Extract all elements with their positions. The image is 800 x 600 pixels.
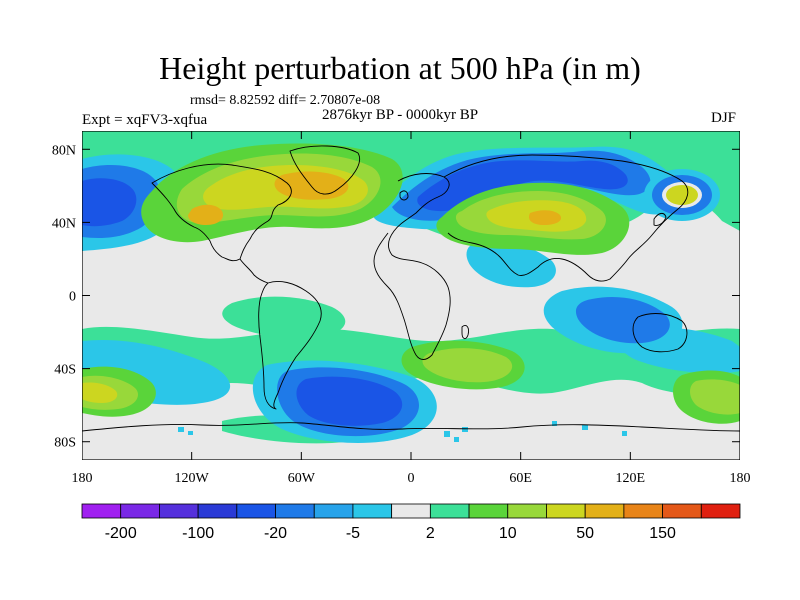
plot-title: Height perturbation at 500 hPa (in m) <box>159 50 641 86</box>
coast-antarctica <box>82 422 740 432</box>
rmsd-diff-stats: rmsd= 8.82592 diff= 2.70807e-08 <box>190 93 381 108</box>
colorbar-box <box>546 503 586 519</box>
contour-yellowgreen-se-pac <box>690 379 740 415</box>
coast-europe-africa <box>373 173 451 360</box>
coast-australia <box>632 313 688 353</box>
colorbar-box <box>584 503 625 519</box>
colorbar-label: 2 <box>426 525 435 542</box>
x-tick-label: 120W <box>175 471 210 486</box>
colorbar-box <box>700 503 741 519</box>
y-tick-label: 0 <box>69 290 76 305</box>
y-tick-label: 80S <box>54 436 76 451</box>
contour-teal-tropic-atl <box>222 296 346 339</box>
colorbar-labels: -200 -100 -20 -5 2 10 50 150 <box>105 525 676 542</box>
colorbar-box <box>662 503 702 519</box>
time-period-label: 2876kyr BP - 0000kyr BP <box>322 107 479 123</box>
coast-asia <box>443 154 689 282</box>
x-tick-label: 120E <box>616 471 646 486</box>
colorbar-box <box>391 503 431 519</box>
coastlines <box>82 145 740 432</box>
colorbar-box <box>120 503 160 519</box>
x-tick-label: 180 <box>730 471 751 486</box>
colorbar-box <box>236 503 276 519</box>
contour-cyan-asia <box>466 241 556 288</box>
x-tick-label: 60E <box>509 471 532 486</box>
coast-uk <box>399 190 409 201</box>
contour-scatter-antarctic <box>178 421 627 442</box>
x-tick-label: 180 <box>72 471 93 486</box>
map-panel <box>82 131 740 460</box>
colorbar <box>81 503 741 519</box>
contour-kamchatka-core <box>666 185 698 205</box>
colorbar-box <box>352 503 393 519</box>
y-tick-label: 80N <box>52 143 76 158</box>
colorbar-box <box>81 503 122 519</box>
colorbar-box <box>197 503 238 519</box>
contour-deepblue-npac <box>82 178 137 227</box>
colorbar-label: -20 <box>264 525 287 542</box>
colorbar-label: -200 <box>105 525 137 542</box>
x-axis-ticks <box>82 131 740 460</box>
contour-yellow-sw-pac <box>82 382 118 403</box>
colorbar-box <box>623 503 663 519</box>
coast-japan <box>653 212 667 226</box>
experiment-label: Expt = xqFV3-xqfua <box>82 112 208 128</box>
coast-greenland <box>289 145 360 195</box>
contour-yellowgreen-southern <box>422 348 513 383</box>
colorbar-box <box>275 503 315 519</box>
y-tick-label: 40S <box>54 363 76 378</box>
x-tick-label: 0 <box>408 471 415 486</box>
colorbar-box <box>429 503 470 519</box>
colorbar-box <box>313 503 354 519</box>
season-label: DJF <box>711 110 737 126</box>
x-tick-label: 60W <box>288 471 316 486</box>
colorbar-label: 10 <box>499 525 517 542</box>
colorbar-label: 50 <box>576 525 594 542</box>
colorbar-label: 150 <box>649 525 676 542</box>
colorbar-box <box>159 503 199 519</box>
coast-central-america <box>239 258 269 284</box>
coast-madagascar <box>461 324 469 340</box>
colorbar-label: -5 <box>346 525 360 542</box>
contour-blue-indian <box>575 296 670 344</box>
x-tick-labels: 180 120W 60W 0 60E 120E 180 <box>72 471 751 486</box>
colorbar-label: -100 <box>182 525 214 542</box>
y-axis-ticks <box>82 148 740 443</box>
contour-orange-eurasia <box>528 210 562 225</box>
y-tick-label: 40N <box>52 216 76 231</box>
colorbar-box <box>507 503 547 519</box>
coast-north-america <box>151 163 292 262</box>
y-tick-labels: 80N 40N 0 40S 80S <box>52 143 76 450</box>
colorbar-box <box>468 503 509 519</box>
contour-orange-pacific <box>188 204 224 225</box>
coast-south-america <box>258 280 322 410</box>
contour-deepblue-satl <box>296 376 403 426</box>
contour-fill-layer <box>82 131 740 444</box>
